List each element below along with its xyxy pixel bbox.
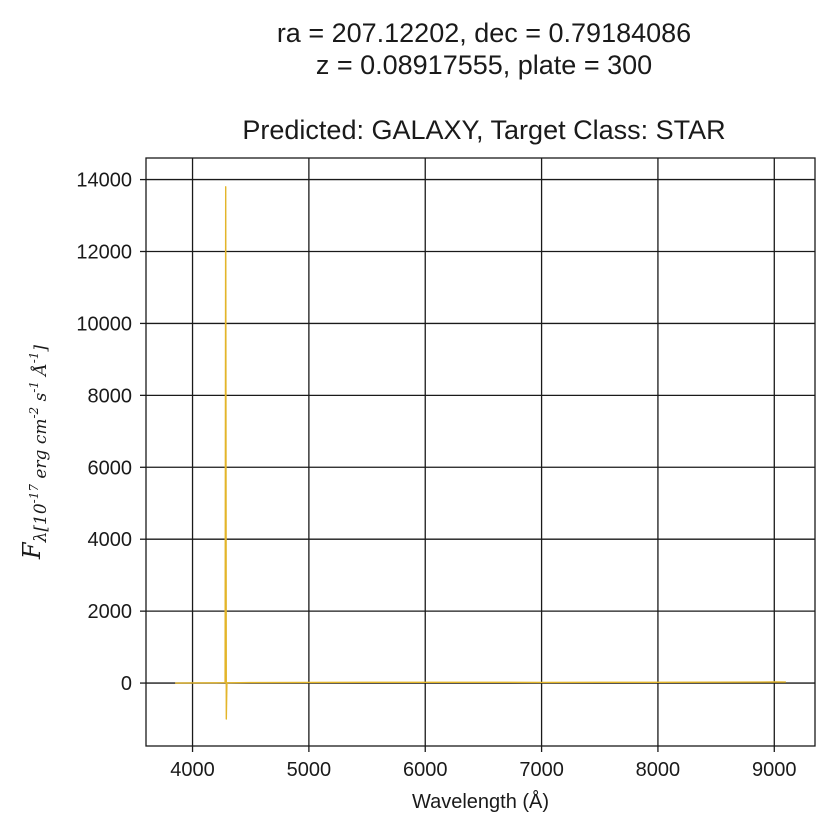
x-tick-label: 4000 (170, 759, 215, 781)
y-tick-label: 10000 (76, 313, 132, 335)
x-tick-label: 8000 (636, 759, 681, 781)
title-line: z = 0.08917555, plate = 300 (316, 50, 652, 80)
grid (146, 158, 815, 746)
y-axis-label: Fλ[10-17 erg cm-2 s-1 Å-1] (18, 345, 51, 561)
x-tick-label: 7000 (519, 759, 564, 781)
y-axis-ticks: 0 2000 4000 6000 8000 10000 12000 14000 (76, 170, 146, 695)
spectrum-line (175, 186, 786, 720)
y-tick-label: 12000 (76, 242, 132, 264)
y-tick-label: 14000 (76, 170, 132, 192)
y-tick-label: 2000 (88, 601, 133, 623)
y-tick-label: 8000 (88, 385, 133, 407)
y-tick-label: 0 (121, 673, 132, 695)
y-tick-label: 4000 (88, 529, 133, 551)
title-line: Predicted: GALAXY, Target Class: STAR (242, 115, 725, 145)
x-tick-label: 5000 (287, 759, 332, 781)
x-axis-ticks: 4000 5000 6000 7000 8000 9000 (170, 746, 797, 781)
series-layer (175, 186, 786, 720)
x-tick-label: 6000 (403, 759, 448, 781)
plot-frame (145, 157, 816, 747)
x-axis-label: Wavelength (Å) (412, 790, 549, 813)
x-tick-label: 9000 (752, 759, 797, 781)
title-line: ra = 207.12202, dec = 0.79184086 (277, 18, 691, 48)
y-tick-label: 6000 (88, 457, 133, 479)
